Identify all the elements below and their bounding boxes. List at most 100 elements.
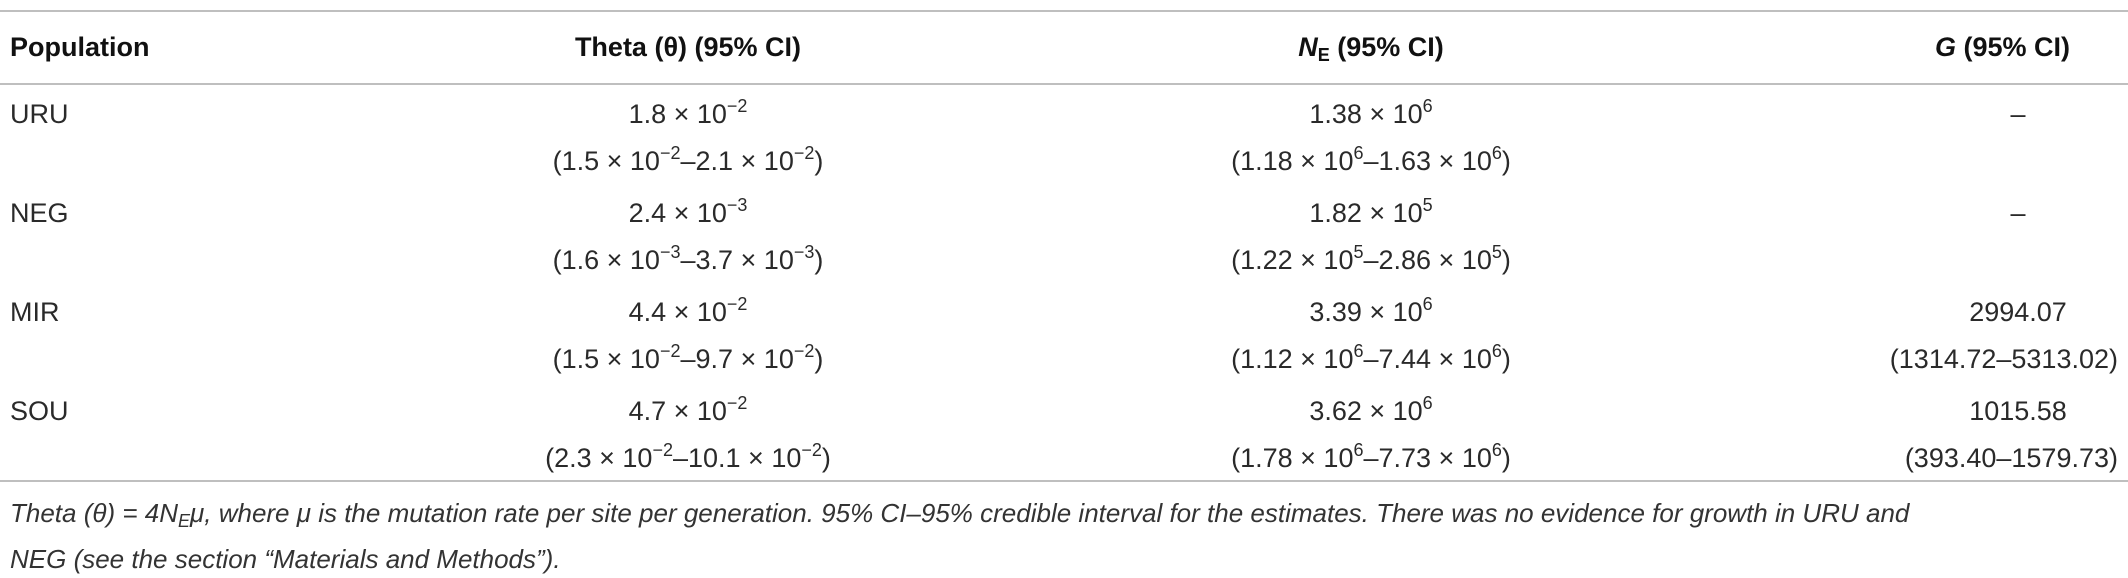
ne-estimate: 3.39 × 106: [1309, 294, 1433, 328]
table-row: MIR 4.4 × 10−2 (1.5 × 10−2–9.7 × 10−2) 3.39…: [0, 283, 2128, 377]
value-text: (1.18 × 10: [1231, 146, 1354, 176]
value-text: –10.1 × 10: [672, 443, 802, 473]
exponent: −2: [659, 143, 681, 163]
exponent: −3: [793, 242, 815, 262]
g-estimate: –: [2010, 198, 2026, 228]
exponent: −2: [652, 440, 673, 460]
exponent: 6: [1353, 341, 1364, 361]
exponent: 6: [1353, 440, 1364, 460]
ne-header-rest: (95% CI): [1329, 32, 1444, 62]
table-row: NEG 2.4 × 10−3 (1.6 × 10−3–3.7 × 10−3) 1.82…: [0, 184, 2128, 278]
top-rule: [0, 10, 2128, 12]
ne-ci: (1.12 × 106–7.44 × 106): [1231, 341, 1511, 375]
bottom-rule: [0, 480, 2128, 482]
theta-estimate: 1.8 × 10−2: [629, 96, 748, 130]
value-text: 4.7 × 10: [628, 396, 727, 426]
theta-ci: (1.5 × 10−2–9.7 × 10−2): [552, 341, 824, 375]
exponent: 6: [1353, 143, 1364, 163]
value-text: (2.3 × 10: [545, 443, 653, 473]
g-estimate: 2994.07: [1969, 297, 2067, 327]
ne-ci: (1.78 × 106–7.73 × 106): [1231, 440, 1511, 474]
g-ci: (393.40–1579.73): [1904, 443, 2118, 473]
g-ci: (1314.72–5313.02): [1889, 344, 2118, 374]
exponent: −2: [801, 440, 822, 460]
g-estimate: 1015.58: [1969, 396, 2067, 426]
exponent: 6: [1422, 294, 1433, 314]
value-text: 1.38 × 10: [1309, 99, 1423, 129]
value-text: (1.22 × 10: [1231, 245, 1354, 275]
col-header-population: Population: [10, 32, 150, 62]
exponent: 6: [1491, 143, 1502, 163]
value-text: –7.73 × 10: [1363, 443, 1492, 473]
value-text: –3.7 × 10: [680, 245, 794, 275]
exponent: 6: [1491, 341, 1502, 361]
exponent: −2: [726, 294, 748, 314]
col-header-ne: NE (95% CI): [1298, 32, 1444, 66]
exponent: 6: [1422, 393, 1433, 413]
population-name: NEG: [10, 198, 69, 228]
col-header-g: G (95% CI): [1935, 32, 2070, 63]
header-row: Population Theta (θ) (95% CI) NE (95% CI…: [0, 12, 2128, 83]
exponent: −2: [659, 341, 681, 361]
col-header-theta: Theta (θ) (95% CI): [574, 32, 802, 62]
g-estimate: –: [2010, 99, 2026, 129]
header-rule: [0, 83, 2128, 85]
exponent: −2: [793, 341, 815, 361]
population-name: URU: [10, 99, 69, 129]
value-text: 3.62 × 10: [1309, 396, 1423, 426]
value-text: (1.12 × 10: [1231, 344, 1354, 374]
table-row: SOU 4.7 × 10−2 (2.3 × 10−2–10.1 × 10−2) 3.6…: [0, 382, 2128, 476]
population-name: SOU: [10, 396, 69, 426]
g-symbol: G: [1934, 32, 1956, 62]
table-footnote: Theta (θ) = 4NEμ, where μ is the mutatio…: [10, 494, 2118, 578]
value-text: (1.5 × 10: [552, 344, 660, 374]
footnote-text-b: μ, where μ is the mutation rate per site…: [190, 498, 1910, 528]
ne-estimate: 1.38 × 106: [1309, 96, 1433, 130]
value-text: (1.6 × 10: [552, 245, 660, 275]
theta-ci: (1.5 × 10−2–2.1 × 10−2): [552, 143, 824, 177]
theta-estimate: 2.4 × 10−3: [628, 195, 748, 229]
footnote-text-a: Theta (θ) = 4N: [10, 498, 178, 528]
value-text: 2.4 × 10: [628, 198, 727, 228]
exponent: −2: [793, 143, 815, 163]
value-text: 3.39 × 10: [1309, 297, 1423, 327]
value-text: –2.1 × 10: [680, 146, 794, 176]
value-text: –9.7 × 10: [680, 344, 794, 374]
theta-ci: (2.3 × 10−2–10.1 × 10−2): [545, 440, 831, 474]
ne-subscript: E: [1317, 45, 1330, 65]
table-row: URU 1.8 × 10−2 (1.5 × 10−2–2.1 × 10−2) 1.38…: [0, 85, 2128, 179]
ne-estimate: 3.62 × 106: [1309, 393, 1433, 427]
theta-estimate: 4.4 × 10−2: [628, 294, 748, 328]
exponent: 6: [1491, 440, 1502, 460]
value-text: –7.44 × 10: [1363, 344, 1492, 374]
value-text: –2.86 × 10: [1363, 245, 1492, 275]
exponent: 6: [1422, 96, 1433, 116]
ne-ci: (1.22 × 105–2.86 × 105): [1231, 242, 1511, 276]
ne-ci: (1.18 × 106–1.63 × 106): [1231, 143, 1511, 177]
exponent: 5: [1491, 242, 1502, 262]
exponent: −3: [726, 195, 748, 215]
value-text: ): [814, 146, 824, 176]
g-header-rest: (95% CI): [1955, 32, 2070, 62]
value-text: (1.5 × 10: [552, 146, 660, 176]
exponent: 5: [1422, 195, 1433, 215]
theta-estimate: 4.7 × 10−2: [628, 393, 748, 427]
value-text: 4.4 × 10: [628, 297, 727, 327]
value-text: ): [814, 344, 824, 374]
exponent: 5: [1353, 242, 1364, 262]
footnote-line-2: NEG (see the section “Materials and Meth…: [10, 544, 561, 574]
value-text: ): [821, 443, 831, 473]
footnote-subscript: E: [178, 511, 191, 531]
exponent: −2: [726, 393, 748, 413]
footnote-line-1: Theta (θ) = 4NEμ, where μ is the mutatio…: [10, 494, 2118, 540]
ne-estimate: 1.82 × 105: [1309, 195, 1433, 229]
exponent: −2: [726, 96, 748, 116]
exponent: −3: [659, 242, 681, 262]
value-text: (1.78 × 10: [1231, 443, 1354, 473]
value-text: ): [814, 245, 824, 275]
value-text: ): [1501, 245, 1511, 275]
value-text: 1.82 × 10: [1309, 198, 1423, 228]
population-name: MIR: [10, 297, 60, 327]
value-text: –1.63 × 10: [1363, 146, 1492, 176]
ne-symbol: N: [1298, 32, 1318, 62]
